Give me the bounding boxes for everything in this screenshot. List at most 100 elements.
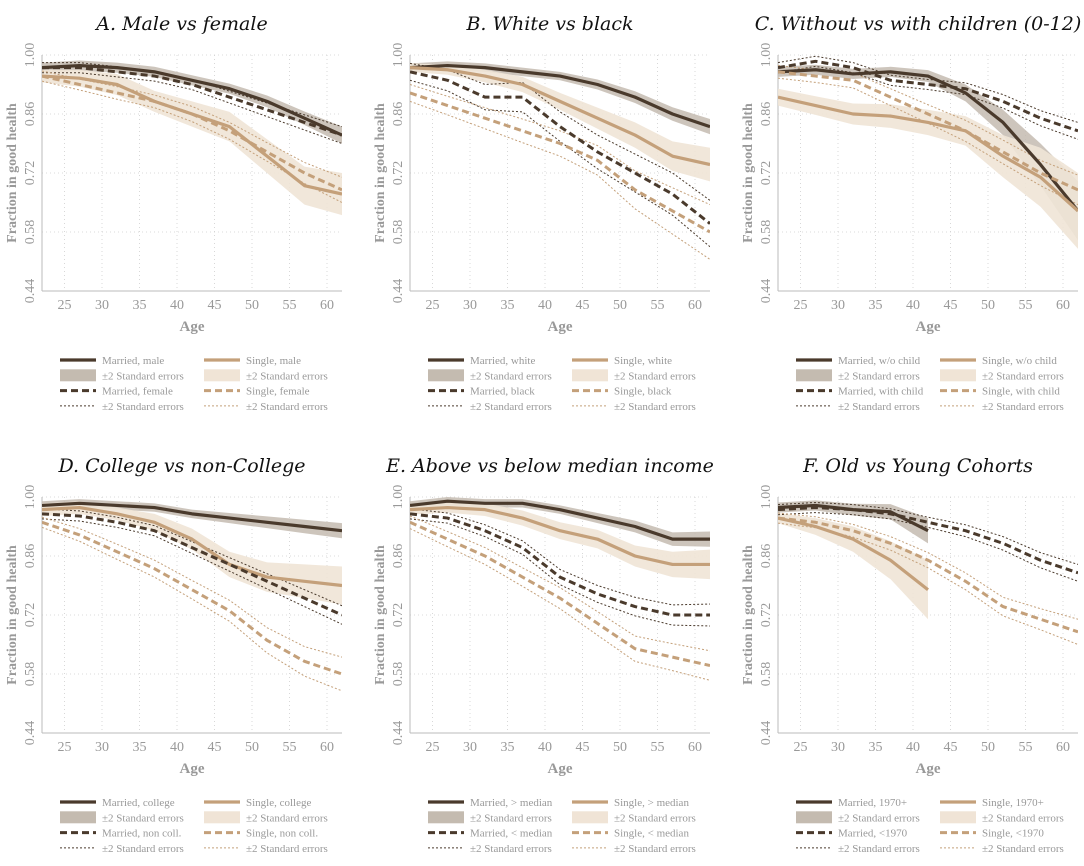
band-up-single-female bbox=[42, 70, 342, 178]
x-tick-label: 40 bbox=[906, 740, 920, 755]
legend-swatch bbox=[60, 811, 96, 824]
series-line-married-college bbox=[42, 501, 342, 533]
x-tick-label: 55 bbox=[283, 740, 297, 755]
legend-label: ±2 Standard errors bbox=[102, 812, 184, 824]
legend-label: Single, > median bbox=[614, 797, 689, 809]
legend-label: ±2 Standard errors bbox=[470, 812, 552, 824]
legend-label: ±2 Standard errors bbox=[982, 401, 1064, 413]
y-tick-label: 0.86 bbox=[759, 102, 774, 127]
plot-area bbox=[778, 500, 1078, 645]
legend-swatch bbox=[796, 369, 832, 382]
x-tick-label: 25 bbox=[426, 740, 440, 755]
x-tick-label: 45 bbox=[208, 740, 222, 755]
x-tick-label: 40 bbox=[538, 298, 552, 313]
y-tick-label: 1.00 bbox=[759, 485, 774, 510]
x-tick-label: 30 bbox=[463, 740, 477, 755]
legend-label: Married, 1970+ bbox=[838, 797, 907, 809]
y-tick-label: 0.58 bbox=[23, 220, 38, 245]
band-up-single-median bbox=[410, 515, 710, 652]
legend-label: Single, 1970+ bbox=[982, 797, 1044, 809]
series-line-single-black bbox=[410, 91, 710, 234]
band-up-single-non-coll bbox=[42, 516, 342, 658]
y-axis-label: Fraction in good health bbox=[373, 545, 388, 685]
x-tick-label: 30 bbox=[831, 740, 845, 755]
series-line-married-non-coll bbox=[42, 512, 342, 617]
x-tick-label: 25 bbox=[58, 740, 72, 755]
y-tick-label: 1.00 bbox=[23, 485, 38, 510]
x-tick-label: 40 bbox=[170, 298, 184, 313]
panel-title: E. Above vs below median income bbox=[385, 455, 714, 477]
x-tick-label: 55 bbox=[283, 298, 297, 313]
legend-label: ±2 Standard errors bbox=[470, 370, 552, 382]
x-tick-label: 30 bbox=[831, 298, 845, 313]
band-up-single-black bbox=[410, 84, 710, 206]
x-axis-label: Age bbox=[916, 761, 941, 777]
legend-label: Single, female bbox=[246, 386, 310, 398]
band-down-single-1970 bbox=[778, 522, 1078, 645]
panel-title: A. Male vs female bbox=[94, 13, 267, 35]
series-line-single-female bbox=[42, 74, 342, 192]
x-tick-label: 60 bbox=[320, 740, 334, 755]
x-tick-label: 25 bbox=[426, 298, 440, 313]
gridlines bbox=[410, 54, 710, 292]
legend-label: Married, with child bbox=[838, 386, 924, 398]
legend-label: ±2 Standard errors bbox=[982, 843, 1064, 855]
legend-label: Married, college bbox=[102, 797, 175, 809]
legend-label: ±2 Standard errors bbox=[246, 843, 328, 855]
series-line-single-1970 bbox=[778, 516, 1078, 634]
y-tick-label: 1.00 bbox=[391, 485, 406, 510]
legend-label: Single, black bbox=[614, 386, 672, 398]
legend-label: ±2 Standard errors bbox=[470, 401, 552, 413]
legend-label: ±2 Standard errors bbox=[982, 812, 1064, 824]
y-tick-label: 1.00 bbox=[759, 43, 774, 68]
panel-c: C. Without vs with children (0-12) 25 30 35… bbox=[741, 13, 1081, 413]
x-tick-label: 40 bbox=[170, 740, 184, 755]
gridlines bbox=[42, 496, 342, 734]
legend-swatch bbox=[572, 369, 608, 382]
series-line-single-median bbox=[410, 520, 710, 668]
series-line-single-white bbox=[410, 66, 710, 167]
x-tick-label: 35 bbox=[501, 740, 515, 755]
x-tick-label: 60 bbox=[1056, 740, 1070, 755]
legend-label: Single, <1970 bbox=[982, 828, 1044, 840]
legend-swatch bbox=[572, 811, 608, 824]
series-line-single-w-o-child bbox=[778, 95, 1078, 213]
band-up-married-1970 bbox=[778, 501, 1078, 565]
x-tick-label: 30 bbox=[463, 298, 477, 313]
legend: Married, white ±2 Standard errors Married,… bbox=[428, 355, 696, 413]
x-tick-label: 60 bbox=[688, 740, 702, 755]
y-tick-label: 0.72 bbox=[391, 603, 406, 628]
legend-label: ±2 Standard errors bbox=[246, 401, 328, 413]
plot-area bbox=[410, 497, 710, 681]
legend-label: Single, with child bbox=[982, 386, 1060, 398]
x-tick-label: 35 bbox=[869, 298, 883, 313]
x-tick-label: 25 bbox=[794, 298, 808, 313]
x-tick-label: 35 bbox=[869, 740, 883, 755]
x-tick-label: 55 bbox=[651, 298, 665, 313]
x-tick-label: 35 bbox=[501, 298, 515, 313]
y-tick-label: 0.72 bbox=[759, 603, 774, 628]
band-down-single-with-child bbox=[778, 77, 1078, 206]
legend-label: Single, male bbox=[246, 355, 301, 367]
legend-swatch bbox=[428, 369, 464, 382]
series-line-single-college bbox=[42, 505, 342, 588]
y-tick-label: 0.58 bbox=[759, 220, 774, 245]
y-tick-label: 0.72 bbox=[759, 161, 774, 186]
legend-label: Single, w/o child bbox=[982, 355, 1057, 367]
plot-area bbox=[42, 60, 342, 216]
x-tick-label: 55 bbox=[1019, 740, 1033, 755]
legend-label: Married, < median bbox=[470, 828, 553, 840]
y-tick-label: 0.44 bbox=[759, 721, 774, 746]
legend-label: Married, black bbox=[470, 386, 535, 398]
y-axis-label: Fraction in good health bbox=[741, 103, 756, 243]
legend: Married, 1970+ ±2 Standard errors Married,… bbox=[796, 797, 1064, 855]
legend-label: Married, <1970 bbox=[838, 828, 908, 840]
band-down-married-with-child bbox=[778, 65, 1078, 140]
series-line-single-with-child bbox=[778, 70, 1078, 192]
x-axis-label: Age bbox=[180, 319, 205, 335]
y-tick-label: 0.86 bbox=[23, 544, 38, 569]
y-tick-label: 0.86 bbox=[391, 102, 406, 127]
x-axis-label: Age bbox=[548, 319, 573, 335]
y-tick-label: 0.44 bbox=[391, 279, 406, 304]
x-tick-label: 30 bbox=[95, 298, 109, 313]
